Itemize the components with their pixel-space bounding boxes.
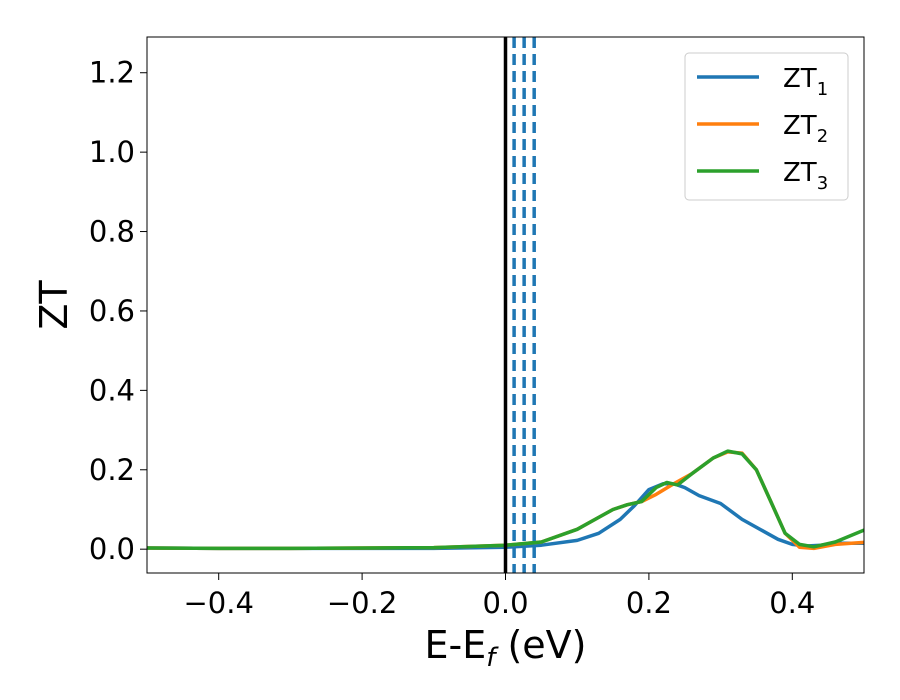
y-tick-label: 1.0 [89,135,135,169]
y-axis-label: ZT [32,280,76,330]
x-tick-label: 0.2 [626,586,672,620]
x-tick-label: 0.4 [769,586,815,620]
legend-label: ZT3 [783,158,828,194]
legend-label-subscript: 1 [817,79,828,100]
y-axis: 0.0 0.2 0.4 0.6 0.8 1.0 1.2 [89,56,147,566]
legend-label-main: ZT [783,158,817,188]
x-tick-label: −0.2 [327,586,397,620]
plot-area [147,37,864,573]
x-axis-label: E-Ef (eV) [425,623,587,673]
legend-label-subscript: 2 [817,126,828,147]
series-line-zt3 [147,449,864,551]
y-tick-label: 0.6 [89,294,135,328]
legend-label-subscript: 3 [817,173,828,194]
y-tick-label: 0.4 [89,373,135,407]
x-tick-label: −0.4 [183,586,253,620]
legend-box [684,52,849,201]
legend-label: ZT1 [783,64,828,100]
y-tick-label: 0.0 [89,532,135,566]
y-tick-label: 0.8 [89,215,135,249]
x-tick-label: 0.0 [482,586,528,620]
legend-label-main: ZT [783,64,817,94]
y-tick-label: 0.2 [89,453,135,487]
x-axis-label-unit: (eV) [495,623,586,667]
legend-label: ZT2 [783,111,828,147]
y-tick-label: 1.2 [89,56,135,90]
x-axis: −0.4 −0.2 0.0 0.2 0.4 [183,573,815,620]
x-axis-label-main: E-E [425,623,487,667]
legend-label-main: ZT [783,111,817,141]
